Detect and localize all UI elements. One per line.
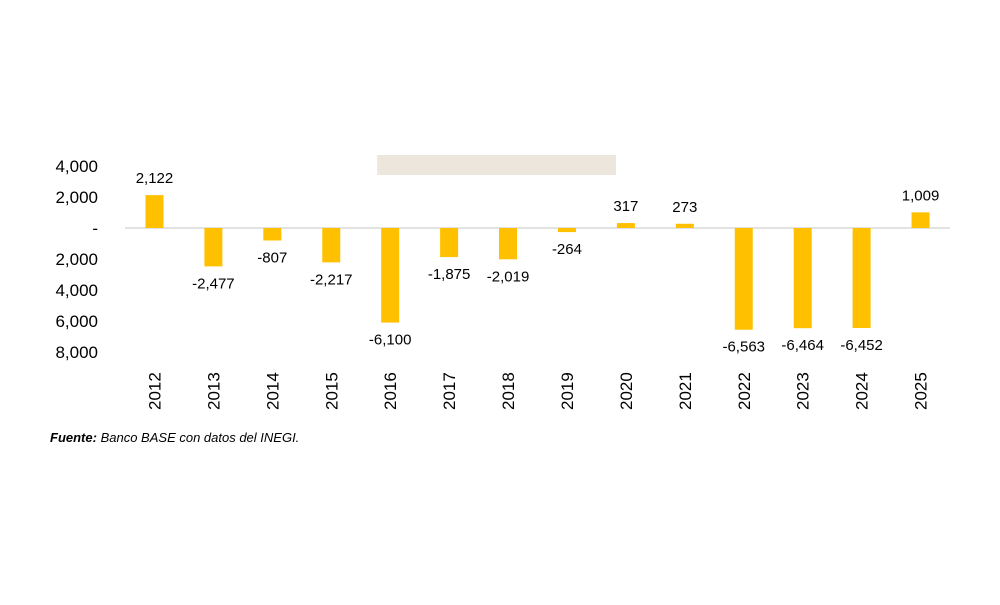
bar: [499, 228, 518, 260]
x-tick-label: 2015: [322, 372, 341, 410]
bar: [557, 228, 576, 233]
bar: [145, 195, 164, 228]
bar: [322, 228, 341, 263]
x-tick-label: 2012: [145, 372, 164, 410]
bar: [381, 228, 400, 323]
data-label: -2,477: [192, 275, 235, 292]
source-note: Fuente: Banco BASE con datos del INEGI.: [50, 430, 299, 445]
bar: [852, 228, 871, 329]
bar: [616, 223, 635, 228]
y-tick-label: -: [92, 219, 98, 238]
x-tick-label: 2021: [676, 372, 695, 410]
data-label: -264: [552, 241, 582, 258]
data-label: 2,122: [136, 170, 174, 187]
source-text: Banco BASE con datos del INEGI.: [100, 430, 300, 445]
x-tick-label: 2023: [794, 372, 813, 410]
data-label: 1,009: [902, 187, 940, 204]
bar: [734, 228, 753, 330]
y-tick-label: 4,000: [55, 157, 98, 176]
highlight-band: [377, 155, 616, 175]
source-label: Fuente:: [50, 430, 97, 445]
x-tick-label: 2022: [735, 372, 754, 410]
data-label: 273: [672, 199, 697, 216]
data-label: -6,452: [840, 337, 883, 354]
y-tick-label: 2,000: [55, 188, 98, 207]
x-tick-label: 2018: [499, 372, 518, 410]
y-tick-label: 2,000: [55, 250, 98, 269]
bar: [793, 228, 812, 329]
data-label: -6,563: [722, 339, 765, 356]
bar: [204, 228, 223, 267]
data-label: -6,464: [781, 337, 824, 354]
x-tick-label: 2017: [440, 372, 459, 410]
bar: [675, 223, 694, 228]
x-tick-label: 2013: [204, 372, 223, 410]
x-tick-label: 2025: [912, 372, 931, 410]
bar: [911, 212, 930, 228]
data-label: 317: [613, 198, 638, 215]
data-label: -2,019: [487, 268, 530, 285]
data-label: -6,100: [369, 332, 412, 349]
y-tick-label: 6,000: [55, 312, 98, 331]
data-label: -2,217: [310, 271, 353, 288]
x-tick-label: 2016: [381, 372, 400, 410]
bar: [440, 228, 459, 258]
x-tick-label: 2024: [853, 372, 872, 410]
x-tick-label: 2020: [617, 372, 636, 410]
data-label: -807: [257, 250, 287, 267]
x-tick-label: 2014: [263, 372, 282, 410]
bar: [263, 228, 282, 241]
x-tick-label: 2019: [558, 372, 577, 410]
data-label: -1,875: [428, 266, 471, 283]
y-tick-label: 8,000: [55, 343, 98, 362]
y-tick-label: 4,000: [55, 281, 98, 300]
